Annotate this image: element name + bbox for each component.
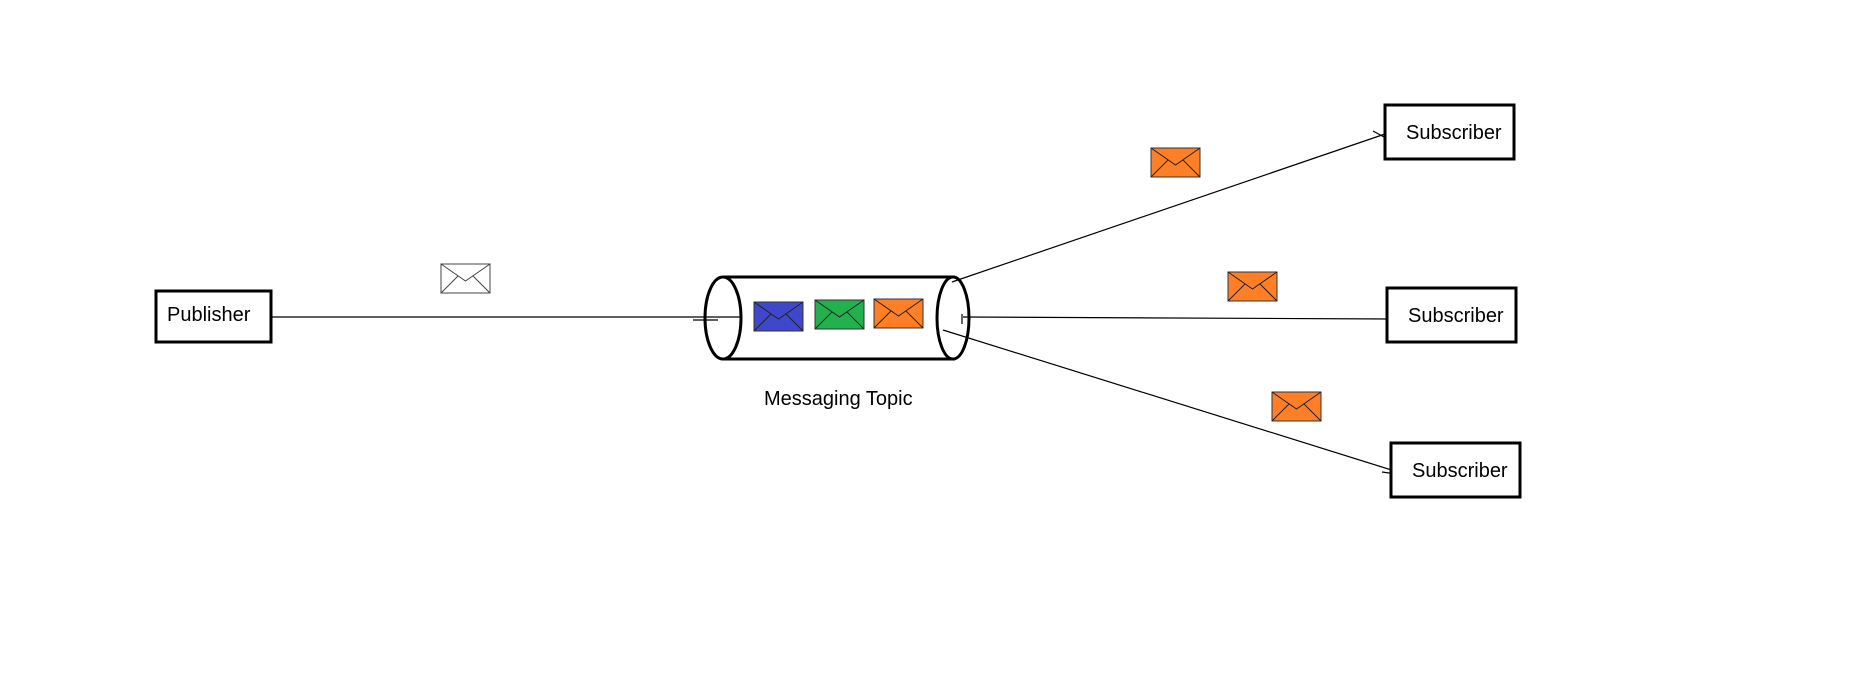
subscriber-node-2: Subscriber <box>1385 286 1518 344</box>
queued-message-2 <box>814 299 865 330</box>
envelope-icon <box>1227 271 1278 302</box>
subscriber-label: Subscriber <box>1412 460 1508 482</box>
envelope-flap <box>440 263 491 282</box>
subscriber-label: Subscriber <box>1408 305 1504 327</box>
topic-label: Messaging Topic <box>764 388 913 410</box>
subscriber-box <box>1389 441 1522 499</box>
queued-message-1 <box>753 301 804 332</box>
envelope-fold <box>1303 403 1322 422</box>
envelope-flap <box>1227 271 1278 290</box>
outgoing-message-2 <box>1227 271 1278 302</box>
envelope-fold <box>472 275 491 294</box>
envelope-icon <box>440 263 491 294</box>
envelope-flap <box>1150 147 1201 166</box>
envelope-fold <box>1259 283 1278 302</box>
subscriber-node-1: Subscriber <box>1383 103 1516 161</box>
envelope-fold <box>785 313 804 332</box>
envelope-fold <box>440 275 459 294</box>
tick-mark <box>1372 130 1385 138</box>
envelope-fold <box>1271 403 1290 422</box>
envelope-icon <box>1271 391 1322 422</box>
publisher-node: Publisher <box>154 289 273 344</box>
publisher-box <box>154 289 273 344</box>
envelope-fold <box>846 311 865 330</box>
outgoing-message-1 <box>1150 147 1201 178</box>
incoming-message <box>440 263 491 294</box>
subscriber-box <box>1383 103 1516 161</box>
outgoing-message-3 <box>1271 391 1322 422</box>
envelope-icon <box>1150 147 1201 178</box>
envelope-flap <box>814 299 865 318</box>
envelope-fold <box>905 310 924 329</box>
topic-right-cap <box>935 275 971 361</box>
envelope-fold <box>1227 283 1246 302</box>
connectors <box>257 130 1399 475</box>
envelope-fold <box>873 310 892 329</box>
envelope-fold <box>753 313 772 332</box>
envelope-icon <box>873 298 924 329</box>
envelope-icon <box>753 301 804 332</box>
subscriber-box <box>1385 286 1518 344</box>
queued-message-3 <box>873 298 924 329</box>
subscriber-node-3: Subscriber <box>1389 441 1522 499</box>
envelope-flap <box>1271 391 1322 410</box>
envelope-fold <box>814 311 833 330</box>
envelope-fold <box>1182 159 1201 178</box>
envelope-icon <box>814 299 865 330</box>
topic-to-subscriber-1-line <box>951 133 1386 283</box>
topic-left-cap <box>703 275 743 361</box>
messaging-topic: Messaging Topic <box>703 275 971 410</box>
topic-to-subscriber-2-line <box>962 316 1393 320</box>
envelope-flap <box>873 298 924 317</box>
subscriber-label: Subscriber <box>1406 122 1502 144</box>
publisher-label: Publisher <box>167 304 251 326</box>
topic-to-subscriber-3-line <box>942 329 1399 473</box>
envelope-fold <box>1150 159 1169 178</box>
envelope-flap <box>753 301 804 320</box>
